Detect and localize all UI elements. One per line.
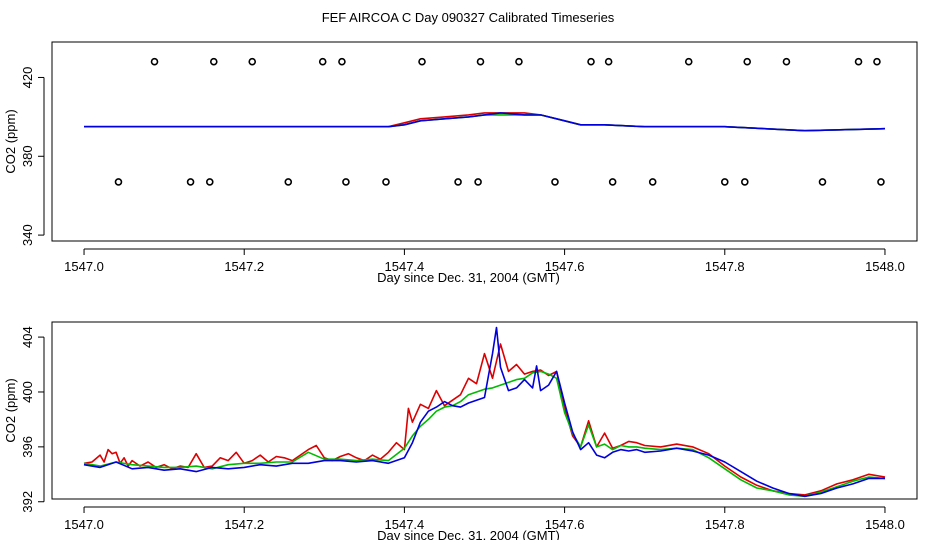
y-tick-label: 392 [20, 491, 35, 513]
x-tick-label: 1547.8 [705, 517, 745, 532]
marker-point-low [284, 178, 293, 186]
marker-point-high [150, 57, 159, 66]
marker-point-low [474, 178, 482, 186]
x-tick-label: 1547.8 [705, 259, 745, 274]
series-line-blue [84, 112, 886, 132]
marker-point-high [782, 57, 791, 66]
marker-point-low [608, 178, 617, 186]
marker-point-high [684, 57, 693, 66]
y-tick-label: 396 [20, 436, 35, 458]
marker-point-low [720, 178, 729, 186]
marker-point-low [382, 178, 390, 186]
chart-panel-bottom: 1547.0 1547.2 1547.4 1547.6 1547.8 1548.0 392 3… [3, 321, 918, 540]
marker-point-low [342, 178, 350, 186]
y-axis-label: CO2 (ppm) [3, 378, 18, 442]
marker-point-high [248, 57, 257, 66]
y-tick-label: 420 [20, 67, 35, 89]
series-line-blue [83, 326, 885, 498]
marker-point-high [604, 57, 613, 66]
marker-point-low [818, 178, 827, 186]
x-tick-label: 1547.2 [224, 517, 264, 532]
marker-point-high [587, 57, 595, 66]
marker-point-high [418, 57, 426, 66]
x-tick-label: 1547.6 [545, 259, 585, 274]
marker-point-high [476, 57, 485, 66]
y-tick-label: 340 [20, 224, 35, 246]
x-tick-label: 1547.0 [64, 517, 104, 532]
marker-point-high [515, 57, 523, 66]
series-line-red [83, 343, 886, 496]
marker-point-low [551, 178, 559, 186]
y-axis-label: CO2 (ppm) [3, 109, 18, 173]
marker-point-high [873, 57, 881, 66]
marker-point-low [186, 178, 195, 186]
marker-point-low [205, 178, 214, 186]
chart-panel-top: 1547.0 1547.2 1547.4 1547.6 1547.8 1548.0 340 3… [3, 41, 918, 285]
y-tick-label: 404 [20, 326, 35, 348]
x-tick-label: 1548.0 [865, 517, 905, 532]
marker-point-low [741, 178, 749, 186]
marker-point-low [114, 178, 123, 186]
x-tick-label: 1547.6 [545, 517, 585, 532]
marker-point-high [209, 57, 218, 66]
marker-point-low [454, 178, 462, 186]
series-line-green [83, 370, 886, 498]
plot-frame [51, 321, 918, 500]
x-axis-label: Day since Dec. 31, 2004 (GMT) [377, 270, 560, 285]
x-tick-label: 1547.4 [385, 259, 425, 274]
marker-point-low [877, 178, 885, 186]
x-tick-label: 1547.0 [64, 259, 104, 274]
x-tick-label: 1547.4 [385, 517, 425, 532]
marker-point-high [338, 57, 346, 66]
x-tick-label: 1547.2 [224, 259, 264, 274]
marker-point-low [648, 178, 657, 186]
marker-point-high [318, 57, 327, 66]
figure-title: FEF AIRCOA C Day 090327 Calibrated Times… [322, 10, 615, 25]
x-tick-label: 1548.0 [865, 259, 905, 274]
plot-frame [51, 41, 918, 242]
x-axis-label: Day since Dec. 31, 2004 (GMT) [377, 528, 560, 540]
y-tick-label: 380 [20, 145, 35, 167]
marker-point-high [854, 57, 863, 66]
marker-point-high [743, 57, 752, 66]
y-tick-label: 400 [20, 381, 35, 403]
